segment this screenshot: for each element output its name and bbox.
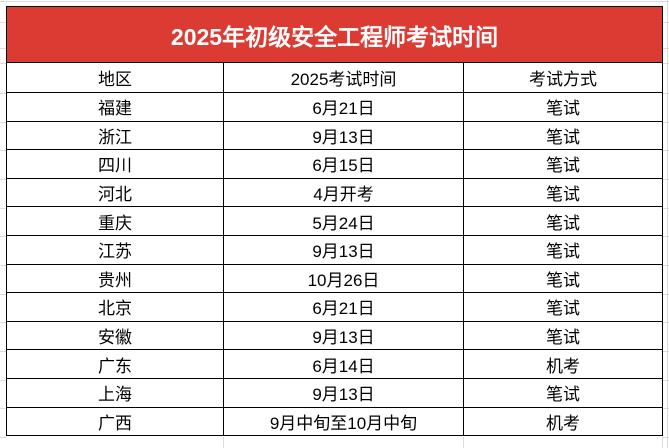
cell-date: 6月21日 [223, 92, 464, 122]
gridline [662, 351, 669, 353]
gridline [662, 22, 669, 23]
cell-region: 福建 [6, 92, 224, 122]
cell-region: 广东 [6, 349, 224, 379]
cell-region: 贵州 [6, 263, 224, 294]
cell-region: 北京 [6, 292, 224, 322]
cell-method: 笔试 [463, 149, 663, 179]
cell-date: 6月14日 [223, 349, 464, 379]
table-row: 上海 9月13日 笔试 [6, 377, 663, 408]
table-header-row: 地区 2025考试时间 考试方式 [6, 62, 663, 93]
cell-method: 笔试 [463, 234, 663, 265]
cell-region: 安徽 [6, 320, 224, 351]
cell-method: 机考 [463, 406, 663, 437]
table-body: 福建 6月21日 笔试 浙江 9月13日 笔试 四川 6月15日 笔试 河北 4月开考 笔试 重庆 5月2… [6, 92, 663, 437]
table-row: 河北 4月开考 笔试 [6, 177, 663, 208]
table-row: 广西 9月中旬至10月中旬 机考 [6, 406, 663, 437]
column-header-region: 地区 [6, 62, 224, 93]
cell-method: 笔试 [463, 206, 663, 236]
table-row: 江苏 9月13日 笔试 [6, 234, 663, 265]
gridline [662, 293, 669, 295]
cell-date: 6月15日 [223, 149, 464, 179]
gridline [662, 236, 669, 238]
table-row: 重庆 5月24日 笔试 [6, 206, 663, 236]
gridline [662, 48, 669, 49]
cell-method: 笔试 [463, 177, 663, 208]
gridline [667, 0, 668, 448]
gridline [0, 437, 6, 439]
cell-region: 江苏 [6, 234, 224, 265]
cell-method: 笔试 [463, 320, 663, 351]
gridline [662, 207, 669, 209]
table-row: 浙江 9月13日 笔试 [6, 120, 663, 151]
cell-date: 4月开考 [223, 177, 464, 208]
exam-schedule-table: 2025年初级安全工程师考试时间 地区 2025考试时间 考试方式 福建 6月21日笔… [6, 6, 663, 437]
gridline [662, 322, 669, 324]
cell-date: 9月13日 [223, 320, 464, 351]
cell-method: 笔试 [463, 263, 663, 294]
table-row: 贵州 10月26日 笔试 [6, 263, 663, 294]
gridline [662, 1, 669, 2]
gridline [662, 265, 669, 267]
cell-date: 9月中旬至10月中旬 [223, 406, 464, 437]
column-header-date: 2025考试时间 [223, 62, 464, 93]
cell-region: 四川 [6, 149, 224, 179]
table-row: 四川 6月15日 笔试 [6, 149, 663, 179]
gridline [223, 437, 224, 448]
gridline [662, 63, 669, 64]
cell-date: 5月24日 [223, 206, 464, 236]
cell-date: 10月26日 [223, 263, 464, 294]
gridline [0, 1, 6, 2]
cell-date: 9月13日 [223, 234, 464, 265]
cell-method: 笔试 [463, 292, 663, 322]
gridline [662, 93, 669, 94]
title-banner-row: 2025年初级安全工程师考试时间 [6, 6, 663, 63]
cell-region: 浙江 [6, 120, 224, 151]
cell-date: 9月13日 [223, 377, 464, 408]
cell-region: 重庆 [6, 206, 224, 236]
cell-region: 上海 [6, 377, 224, 408]
cell-method: 机考 [463, 349, 663, 379]
gridline [662, 437, 669, 439]
gridline [662, 121, 669, 123]
gridline [463, 437, 464, 448]
table-row: 安徽 9月13日 笔试 [6, 320, 663, 351]
gridline [662, 437, 663, 448]
table-row: 广东 6月14日 机考 [6, 349, 663, 379]
table-row: 北京 6月21日 笔试 [6, 292, 663, 322]
cell-date: 6月21日 [223, 292, 464, 322]
gridline [0, 1, 669, 2]
cell-region: 河北 [6, 177, 224, 208]
page-title: 2025年初级安全工程师考试时间 [6, 6, 663, 63]
cell-method: 笔试 [463, 377, 663, 408]
cell-date: 9月13日 [223, 120, 464, 151]
column-header-method: 考试方式 [463, 62, 663, 93]
gridline [662, 150, 669, 152]
gridline [662, 408, 669, 410]
gridline [662, 179, 669, 180]
cell-region: 广西 [6, 406, 224, 437]
cell-method: 笔试 [463, 92, 663, 122]
cell-method: 笔试 [463, 120, 663, 151]
table-row: 福建 6月21日 笔试 [6, 92, 663, 122]
gridline [662, 379, 669, 381]
